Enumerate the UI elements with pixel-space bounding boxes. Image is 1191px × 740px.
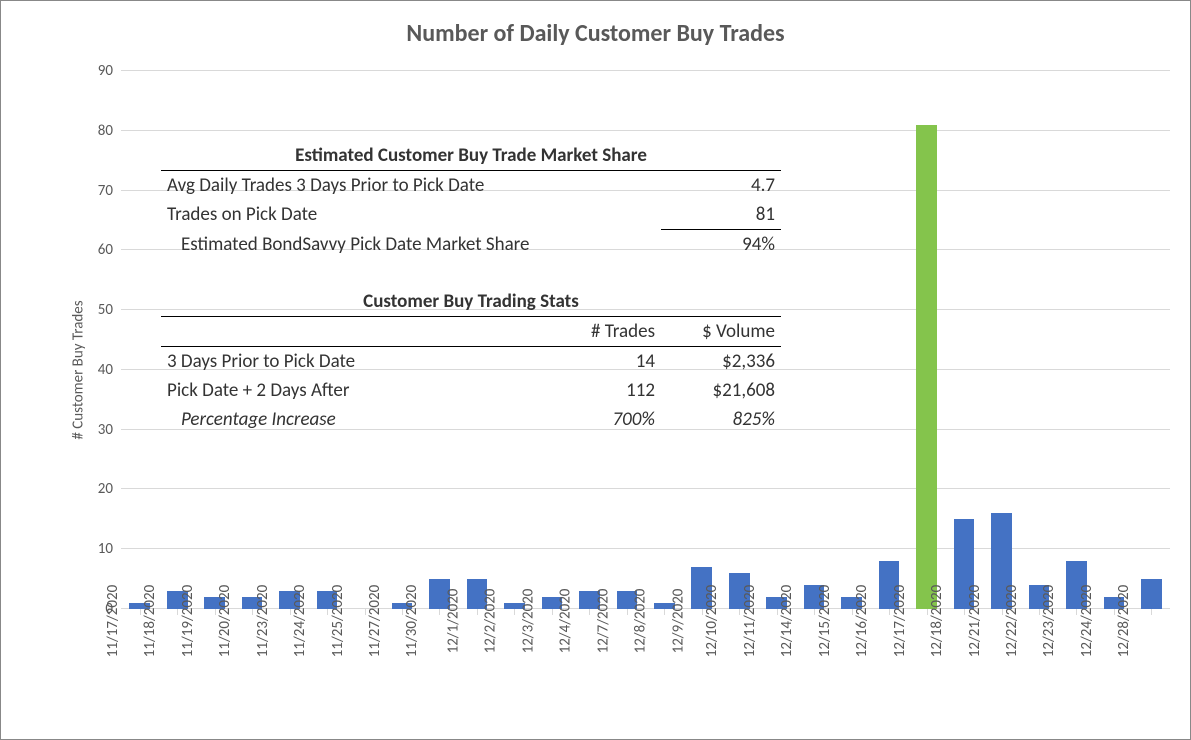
chart-title: Number of Daily Customer Buy Trades bbox=[1, 19, 1190, 48]
y-tick-label: 10 bbox=[98, 540, 113, 558]
x-tick-mark bbox=[589, 609, 590, 615]
bar-slot: 12/16/2020 bbox=[870, 71, 907, 609]
x-tick-mark bbox=[477, 609, 478, 615]
x-tick-label: 11/18/2020 bbox=[141, 585, 159, 657]
x-tick-label: 12/1/2020 bbox=[445, 589, 463, 654]
table2-col1-header: # Trades bbox=[541, 317, 661, 347]
table1-row-value: 4.7 bbox=[661, 171, 781, 201]
x-tick-mark bbox=[627, 609, 628, 615]
x-tick-label: 12/18/2020 bbox=[928, 585, 946, 657]
x-tick-label: 12/9/2020 bbox=[669, 589, 687, 654]
table2-row-label: Pick Date + 2 Days After bbox=[161, 376, 541, 405]
x-tick-label: 11/27/2020 bbox=[366, 585, 384, 657]
x-tick-label: 12/28/2020 bbox=[1115, 585, 1133, 657]
x-tick-label: 11/30/2020 bbox=[403, 585, 421, 657]
x-tick-label: 12/23/2020 bbox=[1040, 585, 1058, 657]
table2-row-c1: 14 bbox=[541, 347, 661, 377]
bar-slot: 11/17/2020 bbox=[121, 71, 158, 609]
x-tick-label: 12/15/2020 bbox=[815, 585, 833, 657]
x-tick-label: 11/17/2020 bbox=[104, 585, 122, 657]
table1-row-label: Estimated BondSavvy Pick Date Market Sha… bbox=[161, 230, 661, 260]
table2-row-label: 3 Days Prior to Pick Date bbox=[161, 347, 541, 377]
x-tick-label: 12/22/2020 bbox=[1003, 585, 1021, 657]
x-tick-label: 12/16/2020 bbox=[853, 585, 871, 657]
bar-slot: 12/18/2020 bbox=[945, 71, 982, 609]
table2-summary-c2: 825% bbox=[661, 405, 781, 434]
x-tick-label: 12/14/2020 bbox=[778, 585, 796, 657]
x-tick-label: 12/24/2020 bbox=[1078, 585, 1096, 657]
table2-summary-label: Percentage Increase bbox=[161, 405, 541, 434]
table2-row-c2: $21,608 bbox=[661, 376, 781, 405]
x-tick-label: 12/2/2020 bbox=[482, 589, 500, 654]
x-tick-mark bbox=[514, 609, 515, 615]
x-tick-mark bbox=[552, 609, 553, 615]
bar-slot: 12/15/2020 bbox=[833, 71, 870, 609]
chart-container: Number of Daily Customer Buy Trades # Cu… bbox=[0, 0, 1191, 740]
table1-row-value: 81 bbox=[661, 200, 781, 230]
x-tick-mark bbox=[439, 609, 440, 615]
y-tick-label: 80 bbox=[98, 122, 113, 140]
x-tick-label: 12/17/2020 bbox=[890, 585, 908, 657]
table2-blank-header bbox=[161, 317, 541, 347]
x-tick-mark bbox=[1151, 609, 1152, 615]
x-tick-label: 12/3/2020 bbox=[519, 589, 537, 654]
x-tick-label: 12/4/2020 bbox=[557, 589, 575, 654]
table1-row-label: Trades on Pick Date bbox=[161, 200, 661, 230]
y-tick-label: 70 bbox=[98, 182, 113, 200]
x-tick-label: 11/25/2020 bbox=[328, 585, 346, 657]
bar-slot: 12/23/2020 bbox=[1058, 71, 1095, 609]
table1-row-value: 94% bbox=[661, 230, 781, 260]
x-tick-label: 11/19/2020 bbox=[178, 585, 196, 657]
table2-title: Customer Buy Trading Stats bbox=[161, 287, 781, 317]
overlay-tables: Estimated Customer Buy Trade Market Shar… bbox=[161, 141, 781, 434]
y-axis-label: # Customer Buy Trades bbox=[70, 300, 88, 439]
bar-slot: 12/17/2020 bbox=[908, 71, 945, 609]
y-tick-label: 30 bbox=[98, 421, 113, 439]
table2-summary-c1: 700% bbox=[541, 405, 661, 434]
bar bbox=[1141, 579, 1162, 609]
x-tick-label: 12/21/2020 bbox=[965, 585, 983, 657]
table2-row-c1: 112 bbox=[541, 376, 661, 405]
x-tick-label: 12/7/2020 bbox=[594, 589, 612, 654]
trading-stats-table: Customer Buy Trading Stats # Trades $ Vo… bbox=[161, 287, 781, 434]
market-share-table: Estimated Customer Buy Trade Market Shar… bbox=[161, 141, 781, 259]
y-tick-label: 90 bbox=[98, 62, 113, 80]
bar-slot: 12/28/2020 bbox=[1133, 71, 1170, 609]
y-tick-label: 40 bbox=[98, 361, 113, 379]
x-tick-label: 11/24/2020 bbox=[291, 585, 309, 657]
x-tick-label: 12/11/2020 bbox=[740, 585, 758, 657]
x-tick-label: 12/10/2020 bbox=[703, 585, 721, 657]
bar-slot: 12/22/2020 bbox=[1020, 71, 1057, 609]
x-tick-label: 12/8/2020 bbox=[632, 589, 650, 654]
x-tick-label: 11/23/2020 bbox=[253, 585, 271, 657]
y-tick-label: 60 bbox=[98, 241, 113, 259]
bar-slot: 12/21/2020 bbox=[983, 71, 1020, 609]
bar bbox=[916, 125, 937, 609]
y-tick-label: 20 bbox=[98, 480, 113, 498]
table1-title: Estimated Customer Buy Trade Market Shar… bbox=[161, 141, 781, 171]
bar-slot: 12/14/2020 bbox=[795, 71, 832, 609]
x-tick-label: 11/20/2020 bbox=[216, 585, 234, 657]
table2-col2-header: $ Volume bbox=[661, 317, 781, 347]
y-tick-label: 50 bbox=[98, 301, 113, 319]
table2-row-c2: $2,336 bbox=[661, 347, 781, 377]
x-tick-mark bbox=[664, 609, 665, 615]
bar-slot: 12/24/2020 bbox=[1095, 71, 1132, 609]
table1-row-label: Avg Daily Trades 3 Days Prior to Pick Da… bbox=[161, 171, 661, 201]
